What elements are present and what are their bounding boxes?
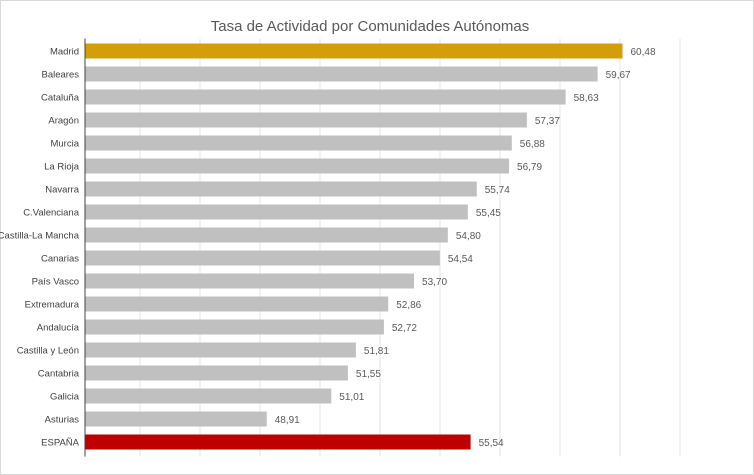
data-label: 56,88 bbox=[520, 139, 545, 150]
category-label: Baleares bbox=[42, 70, 80, 81]
data-label: 55,74 bbox=[485, 185, 510, 196]
category-label: Cantabria bbox=[38, 369, 80, 380]
gridlines bbox=[139, 38, 681, 457]
category-label: ESPAÑA bbox=[41, 438, 80, 449]
category-label: País Vasco bbox=[32, 277, 79, 288]
data-label: 56,79 bbox=[517, 162, 542, 173]
bar-murcia bbox=[85, 135, 512, 151]
category-label: Canarias bbox=[41, 254, 79, 265]
bar-cataluña bbox=[85, 89, 566, 105]
category-label: Aragón bbox=[48, 116, 79, 127]
category-label: Murcia bbox=[50, 139, 79, 150]
category-label: Madrid bbox=[50, 47, 79, 58]
bar-país-vasco bbox=[85, 273, 415, 289]
data-label: 57,37 bbox=[535, 116, 560, 127]
bars bbox=[85, 43, 623, 450]
category-label: La Rioja bbox=[44, 162, 80, 173]
data-label: 51,01 bbox=[339, 392, 364, 403]
bar-c-valenciana bbox=[85, 204, 468, 220]
data-label: 55,45 bbox=[476, 208, 501, 219]
category-label: Extremadura bbox=[25, 300, 80, 311]
category-label: Andalucía bbox=[37, 323, 80, 334]
category-label: Navarra bbox=[45, 185, 80, 196]
category-label: C.Valenciana bbox=[23, 208, 80, 219]
bar-madrid bbox=[85, 43, 623, 59]
data-label: 53,70 bbox=[422, 277, 447, 288]
bar-la-rioja bbox=[85, 158, 510, 174]
category-label: Cataluña bbox=[41, 93, 80, 104]
category-label: Asturias bbox=[45, 415, 80, 426]
bar-andalucía bbox=[85, 319, 384, 335]
data-label: 55,54 bbox=[479, 438, 504, 449]
bar-castilla-y-león bbox=[85, 342, 356, 358]
bar-castilla-la-mancha bbox=[85, 227, 448, 243]
bar-extremadura bbox=[85, 296, 389, 312]
data-label: 59,67 bbox=[606, 70, 631, 81]
category-label: Castilla y León bbox=[17, 346, 79, 357]
bar-aragón bbox=[85, 112, 527, 128]
bar-baleares bbox=[85, 66, 598, 82]
bar-galicia bbox=[85, 388, 332, 404]
category-labels: Madrid Baleares Cataluña Aragón Murcia La Rio… bbox=[0, 47, 80, 449]
value-labels: 60,48 59,67 58,63 57,37 56,88 56,79 55,74 55,45… bbox=[275, 47, 656, 449]
chart-title: Tasa de Actividad por Comunidades Autóno… bbox=[211, 18, 530, 35]
data-label: 51,55 bbox=[356, 369, 381, 380]
bar-españa bbox=[85, 434, 471, 450]
data-label: 51,81 bbox=[364, 346, 389, 357]
data-label: 52,86 bbox=[396, 300, 421, 311]
bar-cantabria bbox=[85, 365, 348, 381]
data-label: 54,80 bbox=[456, 231, 481, 242]
data-label: 58,63 bbox=[574, 93, 599, 104]
category-label: Galicia bbox=[50, 392, 80, 403]
bar-navarra bbox=[85, 181, 477, 197]
data-label: 52,72 bbox=[392, 323, 417, 334]
data-label: 48,91 bbox=[275, 415, 300, 426]
bar-asturias bbox=[85, 411, 267, 427]
data-label: 54,54 bbox=[448, 254, 473, 265]
data-label: 60,48 bbox=[631, 47, 656, 58]
bar-canarias bbox=[85, 250, 440, 266]
category-label: Castilla-La Mancha bbox=[0, 231, 80, 242]
